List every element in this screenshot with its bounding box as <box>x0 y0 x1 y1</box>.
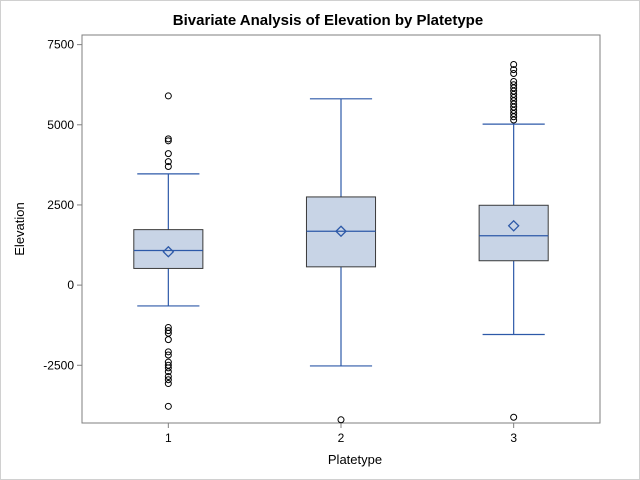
outlier-point <box>164 351 172 359</box>
y-tick-label: 7500 <box>47 38 74 52</box>
x-tick-label: 3 <box>510 431 517 445</box>
outlier-point <box>510 69 518 77</box>
x-tick-label: 2 <box>338 431 345 445</box>
box-series <box>133 61 549 424</box>
box-group <box>133 92 204 410</box>
outlier-point <box>510 413 518 421</box>
y-tick-label: 2500 <box>47 198 74 212</box>
outlier-point <box>164 135 172 143</box>
mean-marker <box>507 219 520 232</box>
box-iqr <box>133 229 204 269</box>
box-group <box>305 98 377 424</box>
outlier-point <box>164 376 172 384</box>
outlier-point <box>164 364 172 372</box>
outlier-point <box>510 61 518 69</box>
outlier-point <box>164 348 172 356</box>
outlier-point <box>164 380 172 388</box>
y-axis: -2500 0 2500 5000 7500 <box>43 38 82 372</box>
outlier-point <box>510 66 518 74</box>
y-tick-label: 5000 <box>47 118 74 132</box>
outlier-point <box>164 92 172 100</box>
outlier-point <box>510 116 518 124</box>
box-iqr <box>478 204 549 262</box>
outlier-point <box>164 158 172 166</box>
outlier-point <box>164 150 172 158</box>
x-axis-label: Platetype <box>328 452 382 467</box>
y-axis-label: Elevation <box>12 202 27 255</box>
x-tick-label: 1 <box>165 431 172 445</box>
box-group <box>478 61 549 421</box>
outlier-point <box>164 368 172 376</box>
x-axis: 1 2 3 <box>165 423 517 445</box>
outlier-point <box>164 373 172 381</box>
outlier-point <box>164 336 172 344</box>
outlier-point <box>164 402 172 410</box>
mean-marker <box>162 245 175 258</box>
outlier-point <box>164 162 172 170</box>
outlier-point <box>164 327 172 335</box>
mean-marker <box>335 225 347 238</box>
y-tick-label: 0 <box>67 278 74 292</box>
y-tick-label: -2500 <box>43 358 74 372</box>
outlier-point <box>164 137 172 145</box>
outlier-point <box>337 416 345 424</box>
outlier-point <box>510 113 518 121</box>
chart-title: Bivariate Analysis of Elevation by Plate… <box>173 12 483 29</box>
